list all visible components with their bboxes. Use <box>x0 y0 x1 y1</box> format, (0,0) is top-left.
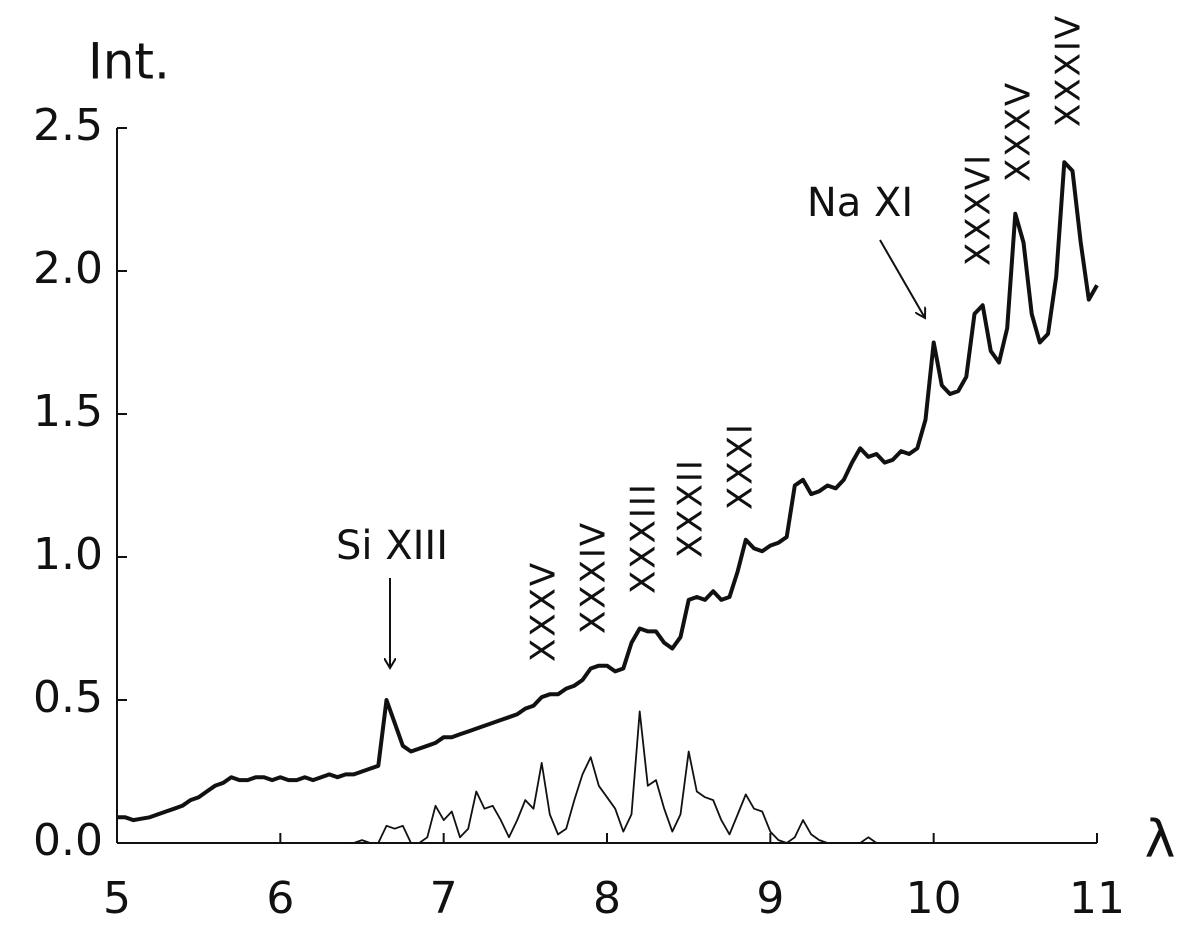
annotation: XXXII <box>671 458 711 558</box>
annotation-arrow <box>879 239 925 318</box>
x-tick-label: 9 <box>756 873 784 924</box>
annotation: XXXIV <box>574 521 614 634</box>
annotation: XXXIV <box>1049 14 1089 127</box>
series-line <box>117 160 1099 823</box>
x-tick-label: 11 <box>1069 873 1125 924</box>
y-axis-label: Int. <box>88 33 170 91</box>
annotation: XXXIII <box>624 482 664 594</box>
x-tick-label: 8 <box>593 873 621 924</box>
x-tick-label: 7 <box>430 873 458 924</box>
y-tick-label: 0.0 <box>33 815 103 866</box>
annotation: XXXV <box>999 81 1039 182</box>
y-tick-label: 0.5 <box>33 672 103 723</box>
annotation: Si XIII <box>336 523 448 569</box>
series-line <box>345 710 878 844</box>
y-tick-label: 2.0 <box>33 243 103 294</box>
annotation: XXXV <box>524 561 564 662</box>
annotation: XXXVI <box>959 153 999 266</box>
annotation: XXXI <box>721 422 761 510</box>
y-tick-label: 1.0 <box>33 529 103 580</box>
x-tick-label: 5 <box>103 873 131 924</box>
x-tick-label: 10 <box>906 873 962 924</box>
x-tick-label: 6 <box>266 873 294 924</box>
y-tick-label: 1.5 <box>33 386 103 437</box>
x-axis-label: λ <box>1145 810 1176 870</box>
annotation: Na XI <box>807 180 913 226</box>
y-tick-label: 2.5 <box>33 100 103 151</box>
